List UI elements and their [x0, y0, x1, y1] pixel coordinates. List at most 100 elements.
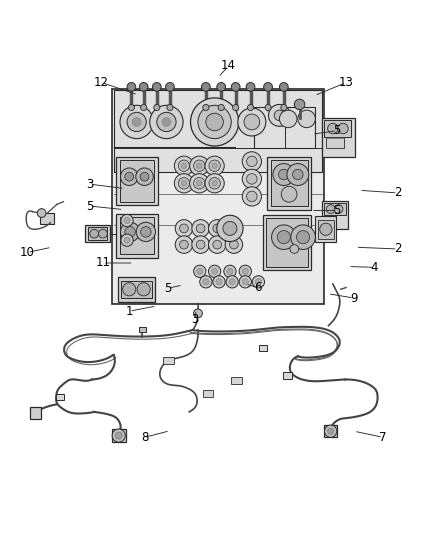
Circle shape [264, 83, 272, 91]
Circle shape [265, 104, 271, 110]
Circle shape [247, 174, 257, 184]
Text: 8: 8 [141, 431, 148, 444]
Circle shape [320, 223, 332, 236]
Bar [56, 393, 64, 400]
Circle shape [208, 220, 226, 237]
Circle shape [239, 265, 251, 278]
Bar [163, 357, 174, 364]
Circle shape [175, 220, 193, 237]
Circle shape [180, 224, 188, 233]
Circle shape [279, 169, 289, 180]
Circle shape [174, 174, 194, 193]
Circle shape [121, 214, 133, 227]
Circle shape [213, 240, 222, 249]
Circle shape [128, 104, 134, 110]
Text: 12: 12 [94, 76, 109, 89]
Circle shape [194, 177, 205, 189]
Bar [203, 390, 213, 397]
Bar [263, 215, 311, 270]
Circle shape [213, 224, 222, 233]
Circle shape [277, 231, 290, 244]
Circle shape [218, 104, 224, 110]
Text: 2: 2 [394, 243, 402, 255]
Bar [112, 429, 126, 442]
Circle shape [205, 156, 224, 175]
Circle shape [287, 164, 309, 185]
Bar [324, 120, 351, 138]
Text: 7: 7 [379, 431, 387, 444]
Bar [139, 327, 146, 332]
Circle shape [192, 236, 209, 253]
Circle shape [242, 187, 261, 206]
Circle shape [120, 168, 138, 185]
Text: 2: 2 [394, 187, 402, 199]
Circle shape [197, 163, 202, 168]
Circle shape [246, 83, 255, 91]
Text: 13: 13 [339, 76, 353, 89]
Bar [85, 225, 110, 243]
Circle shape [178, 177, 190, 189]
Bar [266, 219, 308, 266]
Bar [231, 377, 242, 384]
Circle shape [255, 279, 261, 285]
Circle shape [196, 240, 205, 249]
Bar [324, 203, 346, 215]
Circle shape [167, 104, 173, 110]
Circle shape [231, 83, 240, 91]
Circle shape [223, 221, 237, 236]
Bar [326, 138, 344, 148]
Bar [324, 425, 337, 437]
Circle shape [152, 83, 161, 91]
Circle shape [112, 429, 125, 442]
Circle shape [192, 220, 209, 237]
Bar [267, 157, 311, 209]
Text: 4: 4 [371, 261, 378, 274]
Circle shape [197, 268, 203, 274]
Circle shape [132, 118, 141, 126]
Circle shape [268, 104, 290, 126]
Circle shape [198, 106, 231, 139]
Circle shape [180, 240, 188, 249]
Circle shape [273, 164, 295, 185]
Text: 9: 9 [350, 292, 358, 304]
Circle shape [272, 225, 296, 249]
Circle shape [209, 177, 220, 189]
Circle shape [194, 265, 206, 278]
Circle shape [99, 229, 107, 238]
Circle shape [212, 181, 217, 186]
Circle shape [141, 104, 147, 110]
Bar [259, 345, 267, 351]
Circle shape [175, 236, 193, 253]
Circle shape [233, 104, 239, 110]
Text: 5: 5 [86, 199, 93, 213]
Circle shape [196, 224, 205, 233]
Circle shape [194, 309, 202, 318]
Circle shape [136, 168, 153, 185]
Text: 10: 10 [20, 246, 35, 259]
Circle shape [252, 276, 265, 288]
Circle shape [139, 83, 148, 91]
Circle shape [208, 236, 226, 253]
Circle shape [238, 108, 266, 136]
Circle shape [293, 169, 303, 180]
Circle shape [247, 191, 257, 201]
Bar [283, 372, 292, 378]
Circle shape [247, 104, 254, 110]
Text: 3: 3 [86, 177, 93, 191]
Circle shape [205, 174, 224, 193]
Text: 5: 5 [334, 124, 341, 137]
Bar [318, 220, 334, 239]
Circle shape [242, 268, 248, 274]
Circle shape [328, 123, 338, 134]
Circle shape [90, 229, 99, 238]
Circle shape [136, 222, 155, 241]
Circle shape [115, 432, 122, 439]
Circle shape [208, 265, 221, 278]
Circle shape [181, 163, 187, 168]
Circle shape [326, 205, 335, 214]
Circle shape [125, 227, 135, 237]
Circle shape [190, 174, 209, 193]
Circle shape [157, 112, 176, 132]
Bar [315, 216, 336, 243]
Circle shape [216, 279, 222, 285]
